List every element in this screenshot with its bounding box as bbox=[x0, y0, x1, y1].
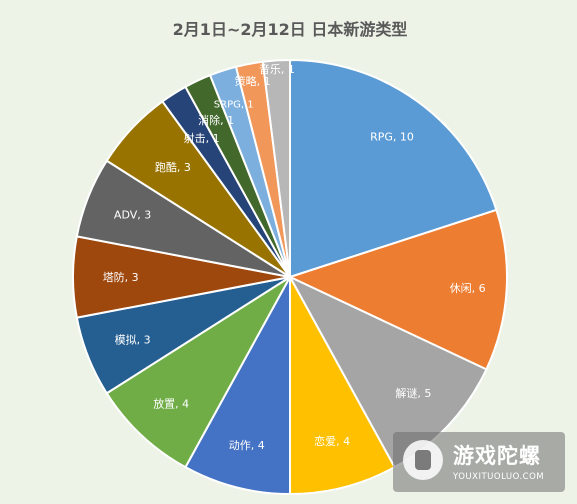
pie-data-labels: RPG, 10 休闲, 6 解谜, 5 恋爱, 4 动作, 4 放置, 4 模拟, 3 塔防,… bbox=[103, 62, 486, 452]
data-label-射击: 射击, 1 bbox=[184, 131, 220, 145]
chart-title: 2月1日~2月12日 日本新游类型 bbox=[173, 20, 408, 39]
data-label-解谜: 解谜, 5 bbox=[395, 386, 431, 400]
pie-slice-音乐 bbox=[261, 58, 291, 278]
data-label-策略: 策略, 1 bbox=[235, 74, 271, 88]
pie-slice-动作 bbox=[184, 276, 291, 496]
data-label-音乐: 音乐, 1 bbox=[259, 62, 295, 76]
watermark: 游戏陀螺 YOUXITUOLUO.COM bbox=[393, 432, 565, 492]
data-label-塔防: 塔防, 3 bbox=[103, 270, 139, 284]
pie-slice-放置 bbox=[105, 276, 291, 469]
data-label-休闲: 休闲, 6 bbox=[450, 281, 486, 295]
data-label-SRPG: SRPG, 1 bbox=[214, 100, 254, 111]
pie-slice-休闲 bbox=[287, 208, 508, 371]
pie-slice-RPG bbox=[289, 58, 498, 279]
data-label-动作: 动作, 4 bbox=[229, 439, 265, 452]
pie-slice-恋爱 bbox=[289, 276, 396, 496]
data-label-消除: 消除, 1 bbox=[198, 113, 234, 127]
watermark-name: 游戏陀螺 bbox=[453, 444, 541, 468]
data-label-RPG: RPG, 10 bbox=[370, 131, 414, 144]
data-label-放置: 放置, 4 bbox=[153, 397, 189, 411]
data-label-恋爱: 恋爱, 4 bbox=[314, 434, 350, 448]
data-label-ADV: ADV, 3 bbox=[114, 209, 151, 222]
pie-slices bbox=[72, 58, 508, 496]
data-label-跑酷: 跑酷, 3 bbox=[155, 160, 191, 174]
watermark-url: YOUXITUOLUO.COM bbox=[453, 472, 545, 482]
data-label-模拟: 模拟, 3 bbox=[115, 332, 151, 346]
gyroscope-logo-icon bbox=[403, 440, 443, 480]
